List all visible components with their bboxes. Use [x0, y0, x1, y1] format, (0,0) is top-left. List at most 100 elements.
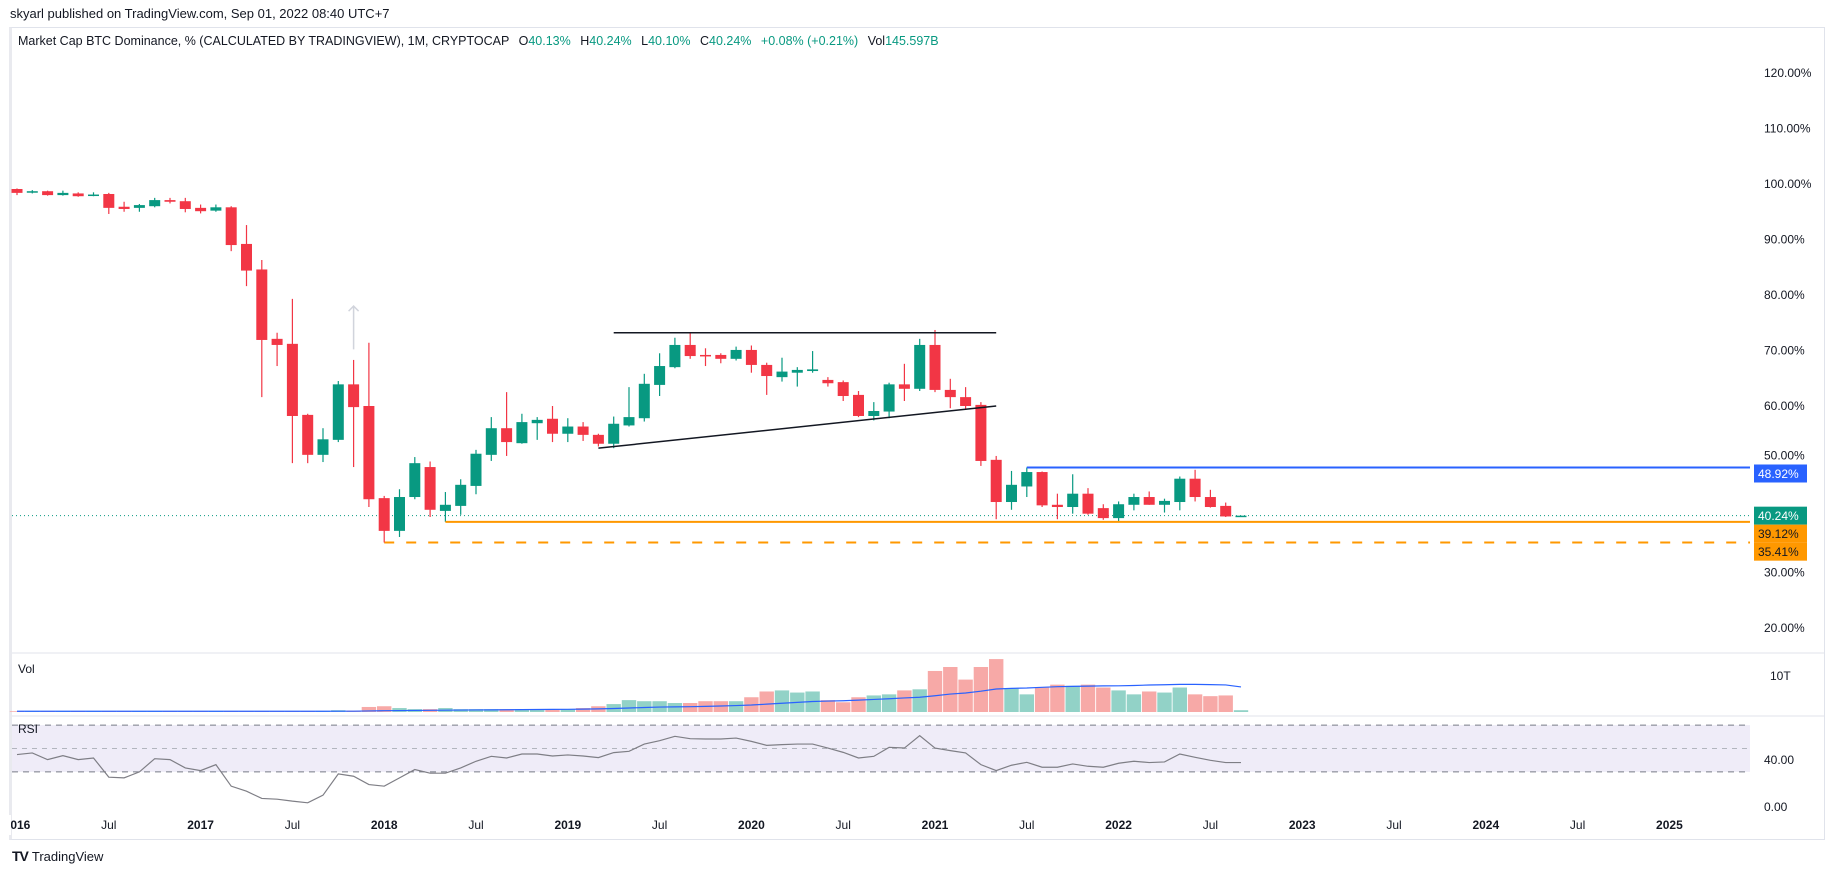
- volume-bar: [637, 701, 652, 712]
- rsi-series: [16, 734, 1241, 804]
- volume-bar: [774, 690, 790, 712]
- tradingview-logo[interactable]: TV TradingView: [12, 848, 103, 864]
- candle-body: [42, 191, 54, 196]
- time-tick-label: 2023: [1289, 818, 1316, 832]
- candle-body: [914, 344, 926, 389]
- volume-bar: [377, 706, 392, 712]
- candle: [103, 192, 115, 214]
- candle: [1128, 493, 1140, 511]
- candle: [409, 457, 421, 500]
- volume-bar: [683, 703, 698, 712]
- candle-body: [1235, 515, 1247, 518]
- candle: [944, 378, 956, 409]
- candle: [1189, 469, 1201, 502]
- volume-bar: [713, 701, 728, 712]
- candle: [72, 192, 84, 197]
- candle: [424, 461, 436, 517]
- candle-body: [363, 406, 375, 500]
- candle-body: [424, 467, 436, 510]
- candle-body: [898, 384, 910, 389]
- volume-bar: [667, 703, 683, 712]
- time-tick-label: Jul: [1203, 818, 1218, 832]
- price-label-bg: [1754, 506, 1807, 525]
- candle-body: [378, 498, 390, 531]
- price-label-orange: 39.12%: [1754, 524, 1807, 543]
- candle-body: [822, 379, 834, 384]
- rsi-tick-label: 40.00: [1764, 753, 1794, 767]
- candle-body: [179, 201, 191, 209]
- price-tick-label: 30.00%: [1764, 566, 1805, 580]
- time-tick-label: Jul: [285, 818, 300, 832]
- legend-change: +0.08% (+0.21%): [760, 34, 859, 48]
- axes: 120.00% 110.00% 100.00% 90.00% 80.00% 70.00% 6…: [0, 66, 1812, 835]
- candle-body: [684, 344, 696, 357]
- volume-bar: [897, 690, 912, 712]
- price-tick-label: 70.00%: [1764, 344, 1805, 358]
- volume-bar: [1065, 685, 1080, 712]
- candle-body: [1159, 500, 1170, 505]
- candle: [485, 417, 497, 461]
- candle: [822, 377, 834, 387]
- candle: [1067, 474, 1079, 514]
- candle-body: [133, 205, 145, 208]
- candle: [990, 455, 1002, 520]
- volume-bar: [1111, 690, 1126, 712]
- price-label-text: 48.92%: [1758, 467, 1799, 481]
- candle: [317, 428, 329, 463]
- candle-body: [853, 394, 864, 416]
- candle: [1051, 493, 1063, 520]
- candle-body: [1067, 493, 1079, 508]
- candle-body: [88, 194, 99, 197]
- candle: [57, 190, 69, 196]
- candle: [1082, 488, 1094, 515]
- chart-legend: Market Cap BTC Dominance, % (CALCULATED …: [18, 34, 939, 48]
- volume-bar: [1004, 688, 1019, 712]
- time-tick-label: 2022: [1105, 818, 1132, 832]
- candle: [133, 203, 145, 212]
- candle-body: [592, 434, 604, 444]
- candle: [1235, 515, 1247, 518]
- candle-body: [516, 422, 528, 444]
- brand-name: TradingView: [31, 848, 104, 864]
- candle: [868, 402, 880, 421]
- price-label-orange: 35.41%: [1754, 542, 1807, 561]
- volume-bar: [728, 701, 744, 712]
- volume-pane-label: Vol: [18, 662, 35, 676]
- candle-body: [394, 497, 405, 531]
- candle: [608, 416, 620, 449]
- candle-body: [730, 349, 742, 359]
- candle-body: [761, 364, 773, 377]
- candle: [547, 406, 558, 443]
- candle: [271, 332, 283, 367]
- candle: [118, 201, 130, 212]
- candle-body: [470, 453, 482, 486]
- rsi-band-fill: [12, 725, 1750, 772]
- candle-body: [241, 243, 252, 271]
- volume-bar: [1203, 696, 1218, 712]
- time-tick-label: Jul: [836, 818, 851, 832]
- time-tick-label: 2018: [371, 818, 398, 832]
- candle-body: [332, 384, 344, 440]
- legend-high-label: H: [580, 34, 590, 48]
- legend-high: H40.24%: [580, 34, 631, 48]
- candle: [975, 402, 987, 466]
- candle: [501, 392, 513, 456]
- legend-low-label: L: [641, 34, 649, 48]
- candle: [439, 492, 451, 522]
- volume-bar: [912, 689, 927, 712]
- candle-body: [409, 463, 421, 498]
- candle-body: [776, 371, 788, 378]
- symbol-title[interactable]: Market Cap BTC Dominance, % (CALCULATED …: [18, 34, 510, 48]
- volume-bar: [1096, 687, 1111, 712]
- candle-body: [791, 369, 803, 373]
- candle-body: [72, 193, 84, 197]
- candle: [348, 359, 360, 468]
- time-tick-label: Jul: [1570, 818, 1585, 832]
- candle: [1143, 491, 1155, 505]
- legend-volume-value: 145.597B: [885, 34, 939, 48]
- rsi-tick-label: 0.00: [1764, 800, 1788, 814]
- candle: [256, 260, 268, 398]
- time-tick-label: Jul: [1386, 818, 1401, 832]
- volume-bar: [545, 709, 560, 712]
